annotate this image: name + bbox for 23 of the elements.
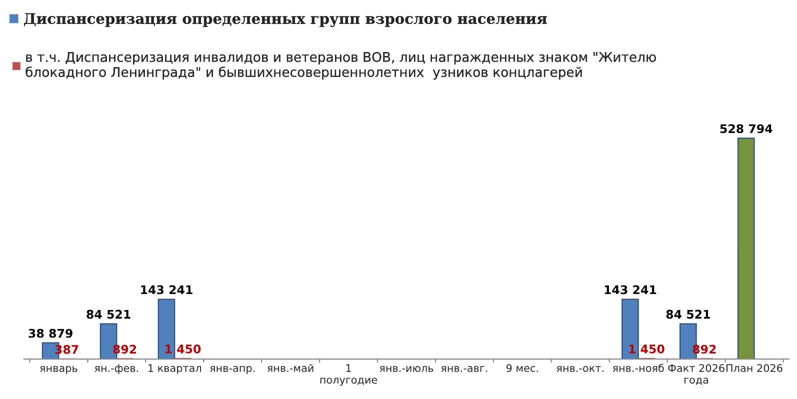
x-tick-label: 1 полугодие — [320, 364, 378, 386]
x-tick-label: янв.-окт. — [556, 366, 604, 372]
x-tick-label: 1 квартал — [148, 364, 201, 374]
data-label: 38 879 — [28, 328, 72, 338]
legend-label: Диспансеризация определенных групп взрослого населения — [24, 13, 547, 28]
x-tick-label: январь — [40, 366, 78, 374]
data-label: 1 450 — [629, 344, 664, 354]
x-tick-label: ян.-фев. — [94, 364, 138, 374]
x-tick-label: янв.-авг. — [441, 366, 488, 372]
data-label: 143 241 — [141, 285, 192, 294]
x-tick-label: янв.-июль — [380, 366, 434, 372]
legend-label: в т.ч. Диспансеризация инвалидов и ветеранов ВОВ, лиц награжденных знаком "Жителю блокадного Ленинграда" и бывшихнесовершеннолетних узников концлагерей — [26, 52, 656, 80]
x-tick-label: янв.-нояб — [612, 364, 664, 372]
data-label: 1 450 — [166, 344, 201, 354]
x-tick-label: янв-апр. — [210, 366, 254, 374]
x-tick-label: янв.-май — [267, 364, 314, 372]
x-tick-label: План 2026 — [726, 364, 782, 372]
data-label: 528 794 — [720, 124, 772, 134]
x-tick-label: 9 мес. — [506, 364, 538, 372]
data-label: 143 241 — [604, 285, 656, 294]
data-label: 84 521 — [86, 310, 130, 319]
data-label: 84 521 — [666, 310, 710, 319]
x-tick-label: Факт 2026 года — [668, 364, 724, 385]
